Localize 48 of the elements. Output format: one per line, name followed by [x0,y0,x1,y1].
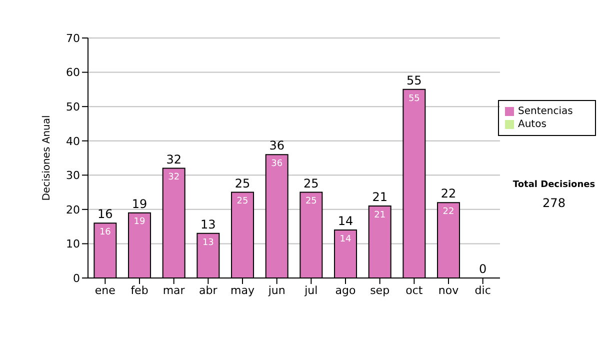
total-label: 14 [338,214,354,228]
x-tick-label: nov [438,284,460,297]
y-tick-label: 60 [66,66,80,80]
x-tick-label: jul [304,284,318,297]
total-label: 25 [304,176,319,190]
y-tick-label: 40 [66,134,80,148]
data-label: 19 [134,217,146,228]
x-tick-label: sep [370,284,390,297]
data-label: 13 [202,238,214,248]
total-label: 21 [372,190,388,204]
total-label: 55 [406,73,422,88]
x-tick-label: feb [130,284,148,297]
x-tick-label: ago [335,284,356,297]
y-axis-title: Decisiones Anual [42,115,53,201]
x-tick-label: abr [199,284,218,297]
data-label: 22 [442,206,454,217]
x-tick-label: ene [94,284,116,297]
data-label: 55 [408,94,420,104]
data-label: 21 [374,210,386,220]
total-label: 36 [269,138,284,153]
text: 278 [542,196,566,210]
data-label: 14 [340,234,352,244]
y-tick-label: 70 [66,32,80,45]
total-label: 13 [200,217,216,232]
legend-label: Sentencias [518,106,573,117]
x-tick-label: may [230,284,255,297]
y-tick-label: 30 [66,169,80,182]
total-label: 32 [166,152,182,166]
data-label: 16 [99,228,112,238]
y-tick-label: 0 [73,272,80,285]
total-label: 16 [98,207,113,222]
y-tick-label: 50 [66,100,80,114]
data-label: 25 [305,196,317,207]
x-tick-label: dic [474,284,491,297]
y-tick-label: 20 [66,203,80,216]
x-tick-label: oct [406,284,424,297]
total-label: 22 [440,186,456,201]
data-label: 36 [271,158,283,169]
y-tick-label: 10 [66,238,80,251]
x-tick-label: mar [162,284,186,297]
total-label: 0 [479,262,487,276]
data-label: 25 [236,196,248,207]
legend-label: Autos [518,119,546,130]
total-label: 19 [132,196,148,211]
x-tick-label: jun [267,284,286,297]
data-label: 32 [168,172,180,183]
text: Total Decisiones [512,180,596,190]
total-label: 25 [234,176,250,190]
